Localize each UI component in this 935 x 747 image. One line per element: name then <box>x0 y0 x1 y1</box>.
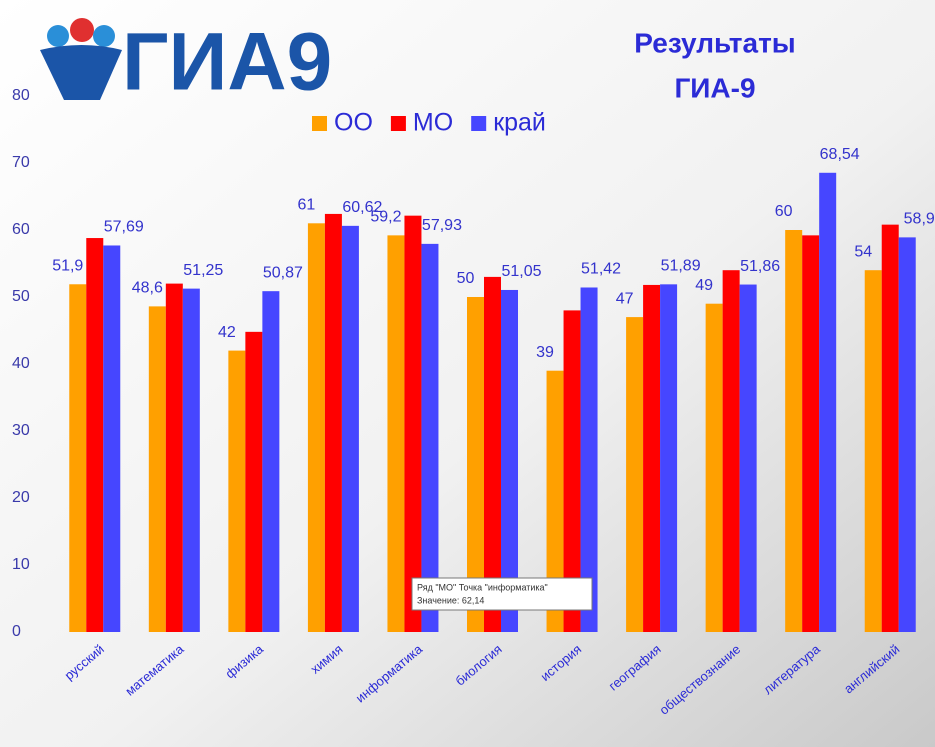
bar <box>785 230 803 632</box>
y-tick-label: 70 <box>12 154 30 171</box>
tooltip-text: Ряд "МО" Точка "информатика" <box>417 582 548 592</box>
bar <box>802 235 820 633</box>
bar <box>626 317 644 632</box>
data-label: 48,6 <box>132 280 163 297</box>
tooltip: Ряд "МО" Точка "информатика" Значение: 62… <box>411 577 593 611</box>
bar <box>563 310 581 632</box>
data-label: 49 <box>695 277 713 294</box>
data-label: 68,54 <box>820 146 860 163</box>
data-label: 59,2 <box>370 209 401 226</box>
legend-label: край <box>493 109 546 137</box>
y-tick-label: 20 <box>12 489 30 506</box>
logo-icon <box>40 18 122 100</box>
data-label: 51,9 <box>52 257 83 274</box>
bar <box>819 172 837 633</box>
bar <box>467 297 484 632</box>
y-tick-label: 50 <box>12 288 30 305</box>
legend-swatch <box>312 116 327 131</box>
bar <box>69 284 87 632</box>
bar <box>546 370 564 632</box>
data-label: 51,05 <box>501 263 541 280</box>
bar <box>404 215 422 633</box>
bar <box>864 270 882 632</box>
bar <box>103 245 121 633</box>
bar <box>643 284 661 632</box>
y-tick-label: 80 <box>12 87 30 104</box>
y-tick-label: 30 <box>12 422 30 439</box>
bar <box>341 225 359 632</box>
legend-swatch <box>390 116 406 131</box>
bar <box>580 287 598 632</box>
y-tick-label: 10 <box>12 556 30 573</box>
data-label: 54 <box>854 243 872 260</box>
tooltip-text: Значение: 62,14 <box>417 595 484 605</box>
data-label: 51,86 <box>740 258 780 275</box>
data-label: 60,62 <box>342 199 382 216</box>
data-label: 51,89 <box>661 258 701 275</box>
bar <box>739 284 757 632</box>
data-label: 60 <box>775 203 793 220</box>
bar <box>307 223 325 633</box>
y-tick-label: 0 <box>12 623 21 640</box>
data-label: 50,87 <box>263 264 303 281</box>
legend-label: ОО <box>334 109 373 137</box>
data-label: 57,93 <box>422 217 462 234</box>
bar <box>324 213 342 633</box>
bar <box>245 331 263 632</box>
bar <box>484 276 501 632</box>
bar <box>165 283 183 632</box>
bar <box>660 284 678 632</box>
chart-title: ГИА-9 <box>674 72 755 103</box>
data-label: 57,69 <box>104 219 144 236</box>
bar <box>148 306 166 632</box>
data-label: 42 <box>218 324 236 341</box>
data-label: 58,9 <box>904 211 935 228</box>
data-label: 47 <box>616 290 634 307</box>
logo-text: ГИА9 <box>122 17 332 108</box>
bar <box>898 237 916 632</box>
legend-label: МО <box>413 109 453 137</box>
bar <box>228 350 246 632</box>
data-label: 51,42 <box>581 261 621 278</box>
legend-swatch <box>471 116 487 131</box>
y-tick-label: 60 <box>12 221 30 238</box>
chart-title: Результаты <box>634 27 795 58</box>
data-label: 50 <box>457 270 475 287</box>
bar <box>881 224 899 632</box>
data-label: 39 <box>536 344 554 361</box>
bar <box>705 303 723 632</box>
bar <box>182 288 200 632</box>
bar <box>387 235 405 633</box>
bar <box>262 291 280 632</box>
bar <box>421 243 439 632</box>
data-label: 61 <box>298 197 316 214</box>
y-tick-label: 40 <box>12 355 30 372</box>
bar <box>86 238 104 633</box>
bar <box>722 270 740 632</box>
data-label: 51,25 <box>183 262 223 279</box>
bar <box>501 289 518 632</box>
tooltip-box <box>411 577 593 611</box>
